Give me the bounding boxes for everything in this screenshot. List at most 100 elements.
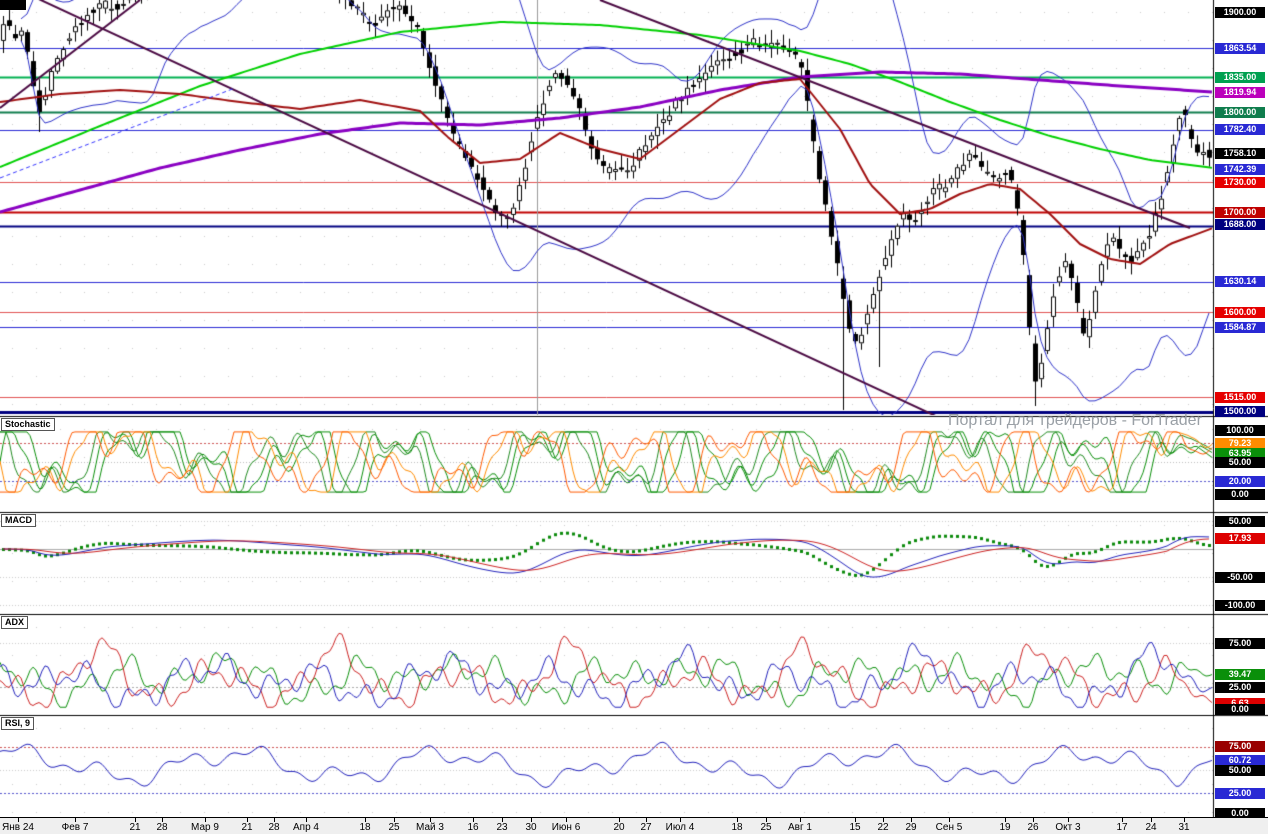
- time-axis-label: 28: [156, 822, 168, 833]
- time-tick: [883, 818, 884, 822]
- time-tick: [365, 818, 366, 822]
- time-tick: [737, 818, 738, 822]
- time-tick: [855, 818, 856, 822]
- time-axis-label: 27: [640, 822, 652, 833]
- scale-label: 1782.40: [1215, 124, 1265, 136]
- time-tick: [766, 818, 767, 822]
- time-axis-label: 30: [525, 822, 537, 833]
- time-axis-label: Апр 4: [293, 822, 319, 833]
- indicator-label-adx: ADX: [1, 616, 29, 629]
- time-tick: [75, 818, 76, 822]
- scale-label: 1584.87: [1215, 321, 1265, 333]
- scale-label: 60.72: [1215, 754, 1265, 766]
- scale-label: 79.23: [1215, 437, 1265, 449]
- scale-label: 1835.00: [1215, 71, 1265, 83]
- time-tick: [473, 818, 474, 822]
- time-tick: [800, 818, 801, 822]
- time-axis-label: Авг 1: [788, 822, 812, 833]
- time-axis-label: 19: [999, 822, 1011, 833]
- time-tick: [1068, 818, 1069, 822]
- time-tick: [162, 818, 163, 822]
- time-axis-label: 15: [849, 822, 861, 833]
- time-tick: [430, 818, 431, 822]
- scale-label: 1758.10: [1215, 148, 1265, 160]
- time-tick: [619, 818, 620, 822]
- time-axis-label: Июн 6: [551, 822, 581, 833]
- scale-label: 1700.00: [1215, 206, 1265, 218]
- time-tick: [680, 818, 681, 822]
- time-axis-label: 18: [359, 822, 371, 833]
- scale-label: 1500.00: [1215, 406, 1265, 417]
- time-tick: [1184, 818, 1185, 822]
- time-axis-label: Окт 3: [1055, 822, 1081, 833]
- time-axis-label: 21: [241, 822, 253, 833]
- time-tick: [135, 818, 136, 822]
- scale-label: 0.00: [1215, 703, 1265, 715]
- time-axis-label: Июл 4: [665, 822, 695, 833]
- time-tick: [502, 818, 503, 822]
- symbol-label: [0, 0, 26, 10]
- time-axis-label: 26: [1027, 822, 1039, 833]
- scale-label: 1515.00: [1215, 391, 1265, 403]
- scale-label: 25.00: [1215, 681, 1265, 693]
- time-axis-label: 22: [877, 822, 889, 833]
- indicator-label-stochastic: Stochastic: [1, 418, 55, 431]
- watermark: Портал для трейдеров - ForTrader: [948, 412, 1202, 429]
- time-tick: [566, 818, 567, 822]
- time-axis-label: Фев 7: [61, 822, 89, 833]
- scale-label: 1730.00: [1215, 176, 1265, 188]
- scale-label: 63.95: [1215, 447, 1265, 459]
- scale-label: 75.00: [1215, 741, 1265, 753]
- scale-label: 1688.00: [1215, 218, 1265, 230]
- time-axis-label: 24: [1145, 822, 1157, 833]
- time-axis-label: Май 3: [416, 822, 444, 833]
- time-axis-label: 20: [613, 822, 625, 833]
- scale-label: 1742.39: [1215, 164, 1265, 176]
- scale-label: 25.00: [1215, 787, 1265, 799]
- scale-label: 0.00: [1215, 808, 1265, 819]
- scale-label: 50.00: [1215, 515, 1265, 527]
- time-axis-label: Сен 5: [935, 822, 963, 833]
- scale-label: 1630.14: [1215, 276, 1265, 288]
- time-tick: [247, 818, 248, 822]
- time-tick: [1151, 818, 1152, 822]
- time-axis-label: 16: [467, 822, 479, 833]
- time-axis[interactable]: Янв 24 Фев 7 21 28 Мар 9 21 28 Апр 4 18 25 Май 3 16…: [0, 817, 1268, 834]
- indicator-label-rsi: RSI, 9: [1, 717, 35, 730]
- time-axis-label: 28: [268, 822, 280, 833]
- time-axis-label: 23: [496, 822, 508, 833]
- time-tick: [1033, 818, 1034, 822]
- scale-label: -100.00: [1215, 599, 1265, 611]
- scale-label: -50.00: [1215, 571, 1265, 583]
- scale-label: 1819.94: [1215, 86, 1265, 98]
- indicator-label-macd: MACD: [1, 514, 36, 527]
- time-axis-label: 18: [731, 822, 743, 833]
- time-tick: [646, 818, 647, 822]
- time-axis-label: 21: [129, 822, 141, 833]
- time-tick: [394, 818, 395, 822]
- time-tick: [306, 818, 307, 822]
- scale-label: 100.00: [1215, 424, 1265, 436]
- scale-label: 0.00: [1215, 488, 1265, 500]
- scale-label: 1863.54: [1215, 42, 1265, 54]
- time-axis-label: 25: [388, 822, 400, 833]
- scale-label: 1600.00: [1215, 306, 1265, 318]
- scale-label: 17.93: [1215, 533, 1265, 545]
- time-tick: [531, 818, 532, 822]
- time-axis-label: 17: [1116, 822, 1128, 833]
- scale-label: 75.00: [1215, 637, 1265, 649]
- time-tick: [18, 818, 19, 822]
- time-tick: [949, 818, 950, 822]
- scale-label: 50.00: [1215, 764, 1265, 776]
- time-tick: [205, 818, 206, 822]
- scale-label: 1800.00: [1215, 106, 1265, 118]
- time-axis-label: 25: [760, 822, 772, 833]
- time-axis-label: 29: [905, 822, 917, 833]
- price-scale-column[interactable]: 1900.00 1863.54 1835.00 1819.94 1800.00 1782.…: [1214, 0, 1268, 819]
- scale-label: 50.00: [1215, 456, 1265, 468]
- time-axis-label: 31: [1178, 822, 1190, 833]
- scale-label: 1900.00: [1215, 6, 1265, 18]
- scale-label: 39.47: [1215, 668, 1265, 680]
